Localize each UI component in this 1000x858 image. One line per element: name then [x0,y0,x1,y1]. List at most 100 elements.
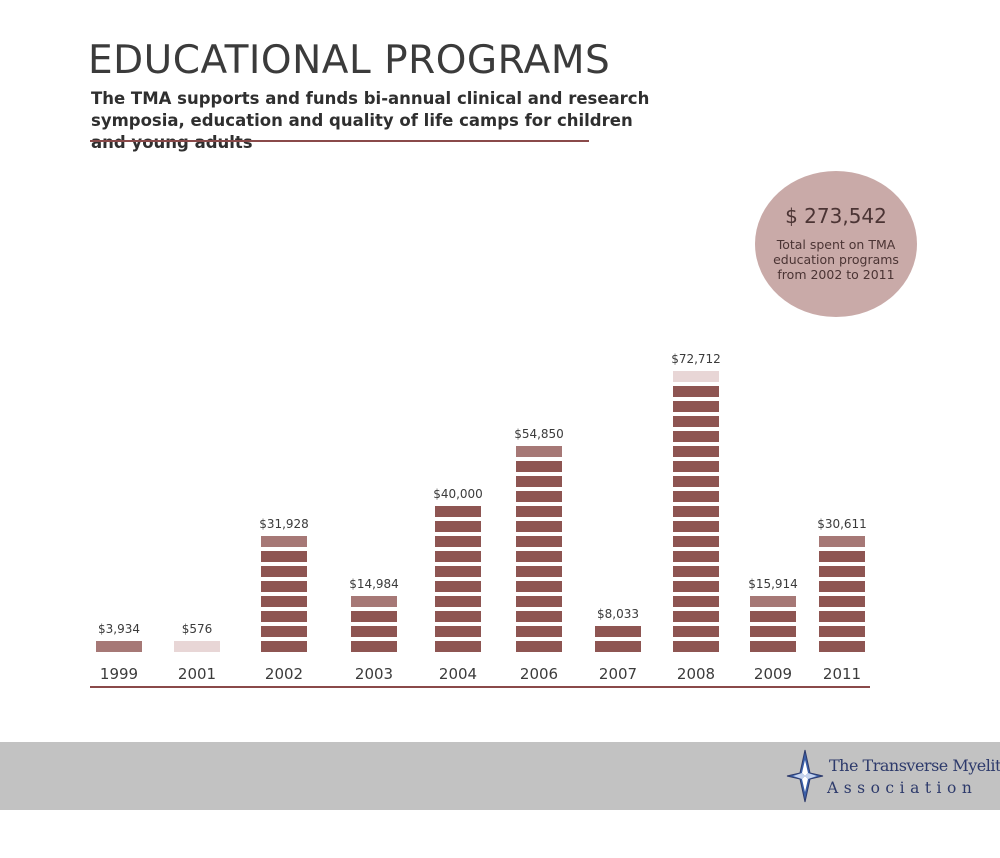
tma-logo: The Transverse Myelitis Association [785,746,1000,806]
year-label: 2007 [599,665,637,683]
bar-2007 [595,626,641,652]
title-divider [90,140,589,142]
bar-segment [516,641,562,652]
value-label: $3,934 [98,622,140,636]
bar-segment-partial [261,536,307,547]
bar-segment [516,476,562,487]
bar-segment [435,596,481,607]
bar-segment [673,401,719,412]
x-axis-line [90,686,870,688]
bar-2008 [673,371,719,652]
bar-segment [516,551,562,562]
year-label: 2002 [265,665,303,683]
bar-segment [516,506,562,517]
bar-segment [819,626,865,637]
footer-band [0,742,1000,810]
bar-segment [673,626,719,637]
bar-segment-partial [96,641,142,652]
value-label: $54,850 [514,427,564,441]
logo-text-line2: Association [827,779,978,797]
bar-segment [673,461,719,472]
bar-segment [516,521,562,532]
total-circle: $ 273,542 Total spent on TMA education p… [755,171,917,317]
bar-segment-partial [516,446,562,457]
bar-segment [261,566,307,577]
bar-2009 [750,596,796,652]
year-label: 2003 [355,665,393,683]
bar-segment [673,536,719,547]
bar-segment [673,476,719,487]
logo-text-line1: The Transverse Myelitis [829,756,1000,775]
bar-segment [673,566,719,577]
bar-segment [819,641,865,652]
year-label: 2008 [677,665,715,683]
bar-segment [435,566,481,577]
bar-segment-partial [750,596,796,607]
bar-segment-partial [673,371,719,382]
bar-2002 [261,536,307,652]
bar-2003 [351,596,397,652]
bar-segment [516,536,562,547]
year-label: 2001 [178,665,216,683]
bar-segment [750,641,796,652]
bar-segment [673,386,719,397]
bar-segment [516,461,562,472]
bar-segment [261,641,307,652]
bar-2001 [174,641,220,652]
bar-segment [750,611,796,622]
bar-segment [595,626,641,637]
bar-segment [673,521,719,532]
bar-segment [435,506,481,517]
bar-segment [819,566,865,577]
value-label: $31,928 [259,517,309,531]
bar-segment [261,626,307,637]
value-label: $15,914 [748,577,798,591]
bar-chart: $3,934 1999 $576 2001 $31,928 2002 $14,984 2003… [90,352,870,688]
value-label: $72,712 [671,352,721,366]
compass-star-icon [786,749,824,803]
bar-segment [516,596,562,607]
bar-segment [261,551,307,562]
value-label: $30,611 [817,517,867,531]
year-label: 1999 [100,665,138,683]
bar-segment [819,551,865,562]
value-label: $8,033 [597,607,639,621]
value-label: $576 [182,622,213,636]
bar-1999 [96,641,142,652]
bar-segment [435,626,481,637]
bar-segment [673,446,719,457]
bar-segment [351,641,397,652]
bar-segment [261,581,307,592]
bar-segment [435,611,481,622]
total-value: $ 273,542 [785,204,887,228]
bar-segment [673,491,719,502]
bar-segment-partial [351,596,397,607]
bar-segment [673,506,719,517]
bar-segment [673,551,719,562]
bar-segment [261,596,307,607]
value-label: $14,984 [349,577,399,591]
bar-segment [673,416,719,427]
bar-segment [435,536,481,547]
bar-segment [750,626,796,637]
bar-2011 [819,536,865,652]
bar-segment [261,611,307,622]
bar-2004 [435,506,481,652]
bar-segment [516,626,562,637]
bar-segment [435,641,481,652]
bar-segment [819,581,865,592]
bar-segment [516,581,562,592]
year-label: 2006 [520,665,558,683]
value-label: $40,000 [433,487,483,501]
bar-segment [819,611,865,622]
bar-2006 [516,446,562,652]
bar-segment [351,611,397,622]
bar-segment [516,491,562,502]
bar-segment [673,611,719,622]
year-label: 2009 [754,665,792,683]
year-label: 2011 [823,665,861,683]
bar-segment-partial [174,641,220,652]
bar-segment [435,521,481,532]
bar-segment [516,566,562,577]
year-label: 2004 [439,665,477,683]
